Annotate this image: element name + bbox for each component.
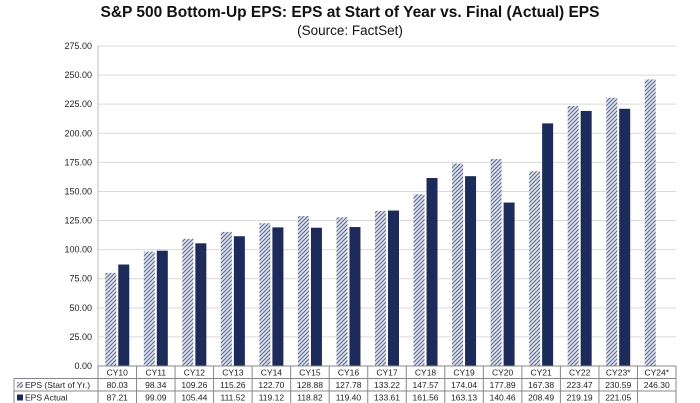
table-value: 177.89 xyxy=(490,380,516,390)
table-value: 127.78 xyxy=(335,380,361,390)
x-category-label: CY16 xyxy=(338,368,360,378)
table-value: 246.30 xyxy=(644,380,670,390)
table-value: 122.70 xyxy=(258,380,284,390)
table-value: 161.56 xyxy=(413,393,439,403)
x-category-label: CY12 xyxy=(184,368,206,378)
table-value: 174.04 xyxy=(451,380,477,390)
table-value: 223.47 xyxy=(567,380,593,390)
x-category-label: CY20 xyxy=(492,368,514,378)
bar-eps-actual xyxy=(465,176,477,366)
y-tick-label: 125.00 xyxy=(64,216,92,226)
legend-key-eps-actual xyxy=(17,394,23,401)
y-tick-label: 100.00 xyxy=(64,245,92,255)
table-value: 87.21 xyxy=(107,393,129,403)
table-value: 163.13 xyxy=(451,393,477,403)
bar-eps-start-of-year xyxy=(529,171,541,366)
bar-eps-start-of-year xyxy=(259,223,271,366)
bar-eps-actual xyxy=(272,227,284,366)
bar-eps-start-of-year xyxy=(143,251,155,366)
x-category-label: CY17 xyxy=(376,368,398,378)
legend-entry: EPS Actual xyxy=(25,393,68,403)
data-table: CY10 CY11 CY12 CY13 CY14 CY15 CY16 CY17 CY18 CY19… xyxy=(13,365,677,403)
bar-eps-start-of-year xyxy=(105,272,117,366)
table-value: 230.59 xyxy=(605,380,631,390)
bar-eps-actual xyxy=(156,250,168,366)
x-category-label: CY11 xyxy=(145,368,166,378)
x-category-label: CY18 xyxy=(415,368,437,378)
table-value: 80.03 xyxy=(107,380,129,390)
x-category-label: CY15 xyxy=(299,368,321,378)
bar-eps-actual xyxy=(388,210,399,366)
y-axis-ticks: 0.00 25.00 50.00 75.00 100.00 125.00 150.00 175… xyxy=(64,41,92,371)
y-tick-label: 25.00 xyxy=(69,332,92,342)
bar-eps-start-of-year xyxy=(567,105,579,366)
y-tick-label: 200.00 xyxy=(64,128,92,138)
x-category-label: CY14 xyxy=(261,368,283,378)
table-value: 133.61 xyxy=(374,393,400,403)
bar-eps-start-of-year xyxy=(644,79,656,366)
bar-eps-actual xyxy=(542,123,554,366)
table-value: 99.09 xyxy=(145,393,167,403)
bar-eps-actual xyxy=(619,108,631,366)
bar-eps-start-of-year xyxy=(490,159,502,366)
table-value: 219.19 xyxy=(567,393,593,403)
x-category-label: CY13 xyxy=(222,368,244,378)
table-value: 98.34 xyxy=(145,380,167,390)
bar-eps-start-of-year xyxy=(413,194,425,366)
table-value: 128.88 xyxy=(297,380,323,390)
chart-subtitle: (Source: FactSet) xyxy=(297,23,403,38)
x-category-label: CY23* xyxy=(606,368,631,378)
table-value: 111.52 xyxy=(220,393,245,403)
table-value: 147.57 xyxy=(413,380,439,390)
bar-eps-start-of-year xyxy=(375,210,386,366)
x-category-label: CY21 xyxy=(531,368,553,378)
bars xyxy=(98,79,676,367)
table-value: 115.26 xyxy=(220,380,246,390)
y-tick-label: 175.00 xyxy=(64,157,92,167)
legend-key-eps-start-of-year xyxy=(17,382,23,388)
table-value: 118.82 xyxy=(297,393,323,403)
bar-eps-actual xyxy=(503,202,515,366)
y-tick-label: 275.00 xyxy=(64,41,92,51)
table-value: 105.44 xyxy=(181,393,207,403)
bar-eps-start-of-year xyxy=(182,238,194,366)
grid-lines xyxy=(97,45,676,367)
x-category-label: CY22 xyxy=(569,368,591,378)
table-value: 109.26 xyxy=(181,380,207,390)
bar-eps-actual xyxy=(580,110,592,367)
y-tick-label: 250.00 xyxy=(64,70,92,80)
y-tick-label: 75.00 xyxy=(69,274,92,284)
table-value: 140.46 xyxy=(490,393,516,403)
chart-title: S&P 500 Bottom-Up EPS: EPS at Start of Y… xyxy=(100,4,600,21)
y-tick-label: 0.00 xyxy=(74,361,92,371)
bar-eps-start-of-year xyxy=(220,231,232,366)
table-value: 221.05 xyxy=(605,393,631,403)
table-value: 133.22 xyxy=(374,380,400,390)
bar-eps-start-of-year xyxy=(452,163,464,366)
bar-eps-start-of-year xyxy=(336,217,348,366)
bar-eps-actual xyxy=(233,236,245,366)
y-tick-label: 150.00 xyxy=(64,186,92,196)
x-category-label: CY19 xyxy=(453,368,475,378)
x-category-label: CY10 xyxy=(107,368,129,378)
bar-eps-actual xyxy=(426,178,438,366)
table-value: 208.49 xyxy=(528,393,554,403)
bar-eps-actual xyxy=(118,264,130,366)
bar-eps-start-of-year xyxy=(297,216,309,366)
table-value: 167.38 xyxy=(528,380,554,390)
y-tick-label: 50.00 xyxy=(69,303,92,313)
legend-entry: EPS (Start of Yr.) xyxy=(25,380,90,390)
bar-eps-actual xyxy=(310,227,322,366)
table-value: 119.40 xyxy=(336,393,362,403)
x-category-label: CY24* xyxy=(644,368,669,378)
bar-eps-actual xyxy=(195,243,207,366)
bar-eps-actual xyxy=(349,227,361,366)
table-value: 119.12 xyxy=(259,393,285,403)
y-tick-label: 225.00 xyxy=(64,99,92,109)
bar-eps-start-of-year xyxy=(606,97,618,366)
